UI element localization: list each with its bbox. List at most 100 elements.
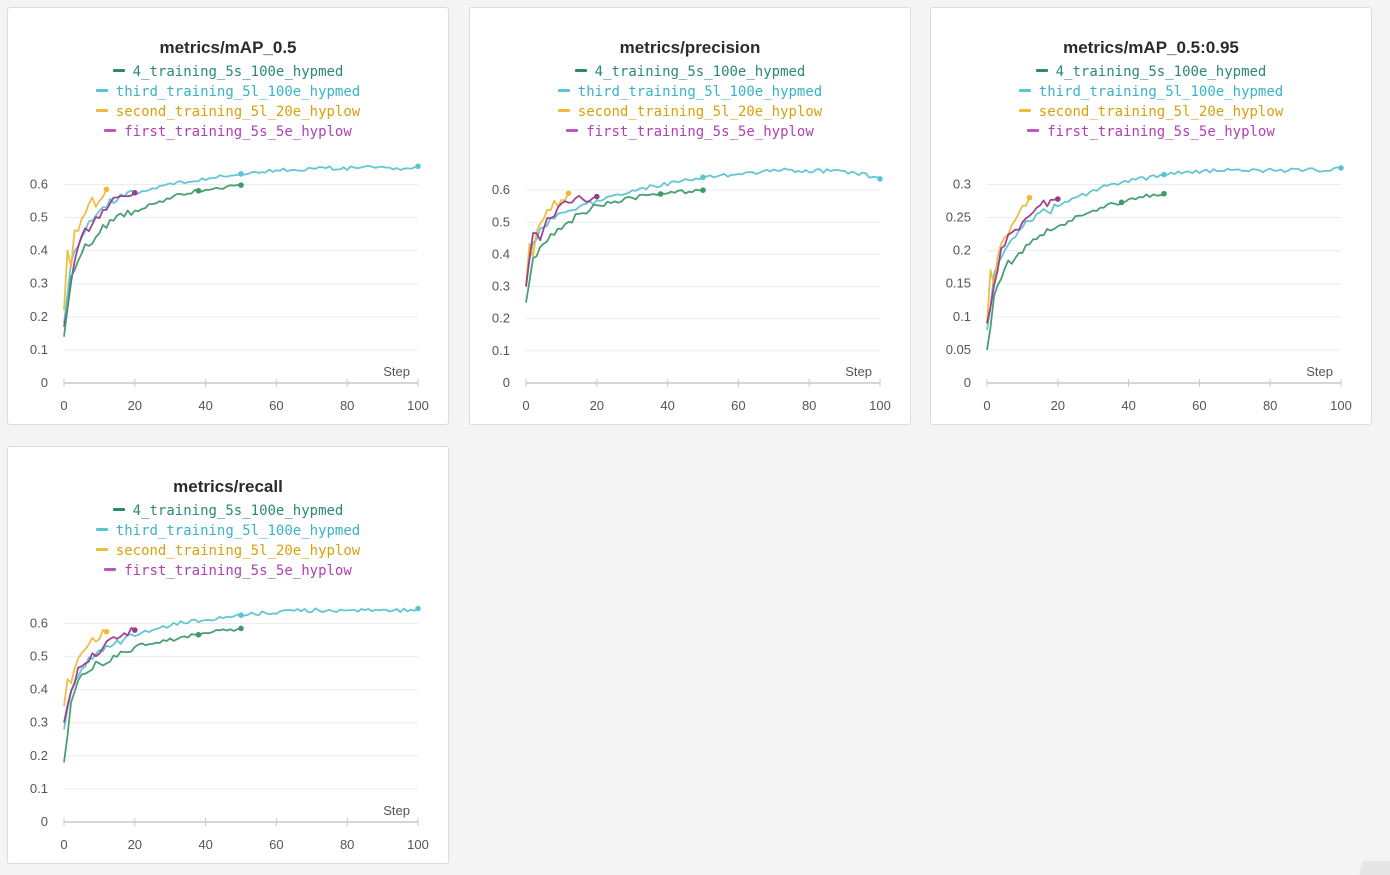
y-tick-label: 0.1 [492,343,510,358]
legend-label: 4_training_5s_100e_hypmed [132,503,344,519]
x-tick-label: 40 [660,398,674,413]
chart-title: metrics/precision [619,38,761,57]
y-tick-label: 0.4 [492,246,510,261]
legend-item[interactable]: 4_training_5s_100e_hypmed [8,501,448,521]
series-end-point [1161,190,1167,197]
x-tick-label: 40 [198,837,212,852]
legend-item[interactable]: third_training_5l_100e_hypmed [8,82,448,102]
x-tick-label: 20 [128,837,142,852]
series-end-point [1161,171,1167,178]
y-tick-label: 0.5 [30,210,48,225]
legend-swatch [1035,69,1048,72]
x-axis-label: Step [1306,364,1333,379]
legend-item[interactable]: second_training_5l_20e_hyplow [931,102,1371,122]
legend-swatch [574,69,587,72]
x-tick-label: 100 [407,398,429,413]
chart-panel-precision: 0 0.1 0.2 0.3 0.4 0.5 0.6 0 20 40 60 80 100 Step metr… [469,7,911,425]
legend-item[interactable]: second_training_5l_20e_hyplow [8,102,448,122]
x-tick-label: 80 [340,398,354,413]
legend-swatch [112,69,125,72]
chart-legend: 4_training_5s_100e_hypmed third_training… [8,62,448,142]
x-tick-label: 40 [198,398,212,413]
legend-label: 4_training_5s_100e_hypmed [1055,64,1267,80]
legend-item[interactable]: third_training_5l_100e_hypmed [931,82,1371,102]
x-tick-label: 100 [869,398,891,413]
legend-item[interactable]: first_training_5s_5e_hyplow [470,122,910,142]
y-tick-label: 0.3 [492,279,510,294]
legend-label: third_training_5l_100e_hypmed [1038,84,1284,100]
chart-panel-map05: 0 0.1 0.2 0.3 0.4 0.5 0.6 0 20 40 60 80 100 Step metr… [7,7,449,425]
y-tick-label: 0.2 [30,748,48,763]
y-tick-label: 0.3 [30,715,48,730]
legend-swatch [1027,129,1040,132]
y-tick-label: 0.05 [946,342,971,357]
legend-swatch [566,129,579,132]
series-end-point [238,625,244,632]
y-tick-label: 0.2 [953,243,971,258]
x-tick-label: 60 [1192,398,1206,413]
x-axis-label: Step [383,803,410,818]
legend-swatch [1018,89,1031,92]
series-end-point [103,628,110,635]
legend-item[interactable]: second_training_5l_20e_hyplow [8,541,448,561]
x-tick-label: 60 [269,398,283,413]
series-end-point [195,631,202,638]
chart-svg: 0 0.05 0.1 0.15 0.2 0.25 0.3 0 20 40 60 80 100 Step [946,165,1352,413]
legend-swatch [112,508,125,511]
legend-swatch [1018,109,1031,112]
x-tick-label: 60 [269,837,283,852]
legend-item[interactable]: second_training_5l_20e_hyplow [470,102,910,122]
x-axis-label: Step [383,364,410,379]
legend-label: third_training_5l_100e_hypmed [115,523,361,539]
legend-item[interactable]: third_training_5l_100e_hypmed [8,521,448,541]
legend-item[interactable]: 4_training_5s_100e_hypmed [470,62,910,82]
series-end-point [1118,199,1125,206]
legend-item[interactable]: first_training_5s_5e_hyplow [8,561,448,581]
x-tick-label: 80 [1263,398,1277,413]
x-tick-label: 100 [407,837,429,852]
y-tick-label: 0.5 [492,214,510,229]
series-end-point [415,605,421,612]
x-axis-label: Step [845,364,872,379]
y-tick-label: 0.6 [492,182,510,197]
legend-item[interactable]: 4_training_5s_100e_hypmed [931,62,1371,82]
x-tick-label: 0 [522,398,529,413]
series-end-point [238,612,244,618]
series-line [525,188,704,303]
series-end-point [1055,196,1061,202]
series-line [63,627,242,763]
legend-swatch [557,89,570,92]
legend-label: 4_training_5s_100e_hypmed [594,64,806,80]
legend-swatch [104,568,117,571]
series-end-point [700,174,706,181]
legend-item[interactable]: 4_training_5s_100e_hypmed [8,62,448,82]
x-tick-label: 0 [60,398,67,413]
legend-label: second_training_5l_20e_hyplow [1038,104,1284,120]
legend-label: first_training_5s_5e_hyplow [124,563,352,579]
legend-label: second_training_5l_20e_hyplow [577,104,823,120]
y-tick-label: 0.4 [30,682,48,697]
y-tick-label: 0.15 [946,276,971,291]
legend-label: second_training_5l_20e_hyplow [115,104,361,120]
y-tick-label: 0 [41,375,48,390]
chart-panel-map0595: 0 0.05 0.1 0.15 0.2 0.25 0.3 0 20 40 60 80 100 Step m… [930,7,1372,425]
x-tick-label: 20 [1051,398,1065,413]
y-tick-label: 0.25 [946,210,971,225]
x-tick-label: 80 [340,837,354,852]
x-tick-label: 60 [731,398,745,413]
series-line [63,189,108,311]
legend-item[interactable]: first_training_5s_5e_hyplow [931,122,1371,142]
scroll-corner [1342,861,1390,875]
x-tick-label: 0 [60,837,67,852]
legend-swatch [95,548,108,551]
chart-legend: 4_training_5s_100e_hypmed third_training… [931,62,1371,142]
chart-legend: 4_training_5s_100e_hypmed third_training… [8,501,448,581]
series-line [525,192,570,287]
series-line [63,627,136,723]
legend-item[interactable]: third_training_5l_100e_hypmed [470,82,910,102]
series-end-point [238,182,244,188]
series-end-point [1026,194,1033,201]
legend-item[interactable]: first_training_5s_5e_hyplow [8,122,448,142]
x-tick-label: 20 [128,398,142,413]
x-tick-label: 40 [1121,398,1135,413]
